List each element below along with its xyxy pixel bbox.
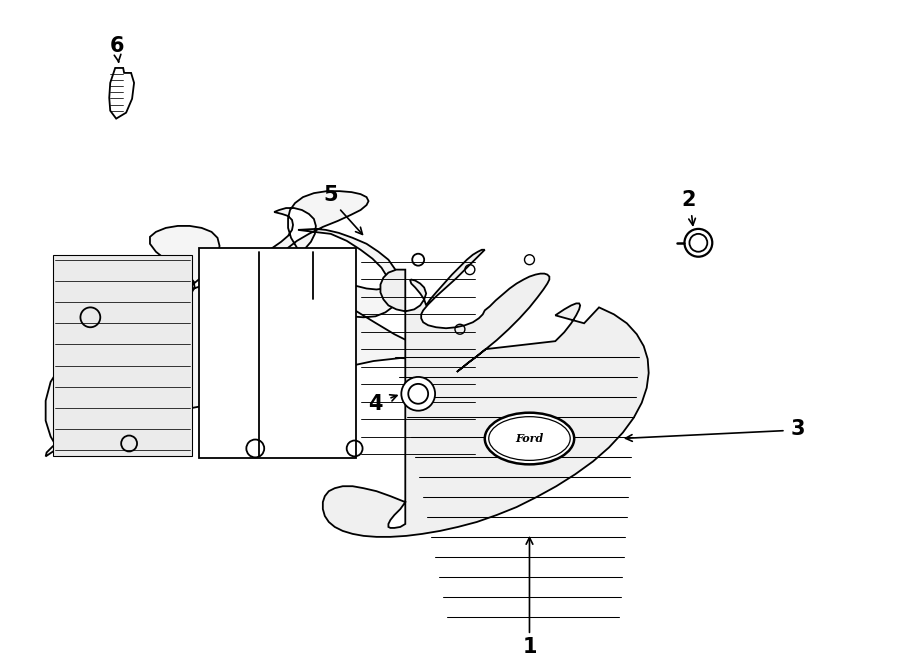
Polygon shape (109, 68, 134, 118)
Ellipse shape (485, 412, 574, 464)
Circle shape (401, 377, 435, 410)
Text: 1: 1 (522, 637, 536, 657)
Text: 6: 6 (110, 36, 124, 56)
Text: 5: 5 (323, 185, 338, 205)
Polygon shape (52, 254, 192, 456)
Text: Ford: Ford (516, 433, 544, 444)
Circle shape (685, 229, 712, 256)
Text: 4: 4 (368, 394, 382, 414)
Text: 3: 3 (790, 418, 805, 439)
Text: 2: 2 (681, 190, 696, 210)
Polygon shape (323, 250, 649, 537)
Polygon shape (46, 191, 480, 456)
Polygon shape (199, 248, 356, 458)
